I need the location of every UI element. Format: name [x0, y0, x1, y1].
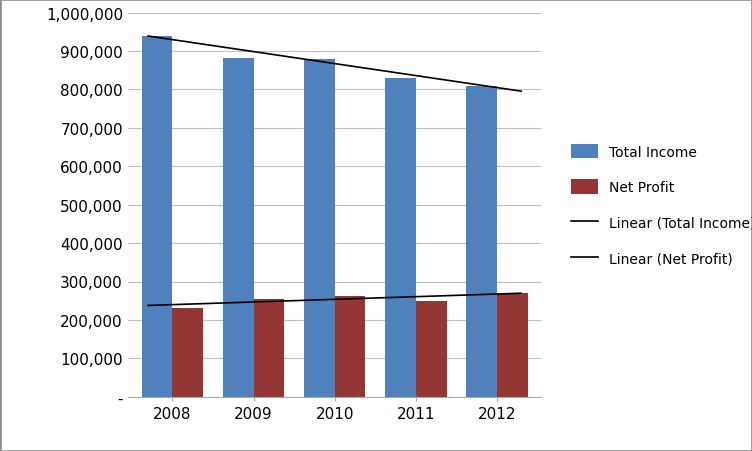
Linear (Net Profit): [485, 292, 494, 297]
Bar: [466, 87, 497, 397]
Linear (Total Income): [243, 49, 252, 54]
Linear (Total Income): [517, 89, 526, 95]
Bar: [497, 294, 528, 397]
Bar: [172, 308, 203, 397]
Line: Linear (Net Profit): Linear (Net Profit): [148, 294, 521, 306]
Linear (Net Profit): [498, 291, 507, 297]
Bar: [304, 60, 335, 397]
Linear (Total Income): [159, 37, 168, 42]
Linear (Net Profit): [213, 301, 222, 306]
Linear (Total Income): [485, 84, 494, 90]
Linear (Total Income): [213, 45, 222, 50]
Bar: [253, 299, 284, 397]
Legend: Total Income, Net Profit, Linear (Total Income), Linear (Net Profit): Total Income, Net Profit, Linear (Total …: [556, 131, 752, 280]
Linear (Net Profit): [159, 303, 168, 308]
Linear (Total Income): [144, 34, 153, 40]
Linear (Total Income): [166, 37, 175, 43]
Line: Linear (Total Income): Linear (Total Income): [148, 37, 521, 92]
Bar: [223, 59, 253, 397]
Linear (Net Profit): [166, 302, 175, 308]
Bar: [385, 78, 416, 397]
Bar: [335, 296, 365, 397]
Bar: [416, 302, 447, 397]
Linear (Net Profit): [243, 300, 252, 305]
Linear (Total Income): [498, 87, 507, 92]
Linear (Net Profit): [144, 303, 153, 308]
Linear (Net Profit): [517, 291, 526, 296]
Bar: [141, 37, 172, 397]
